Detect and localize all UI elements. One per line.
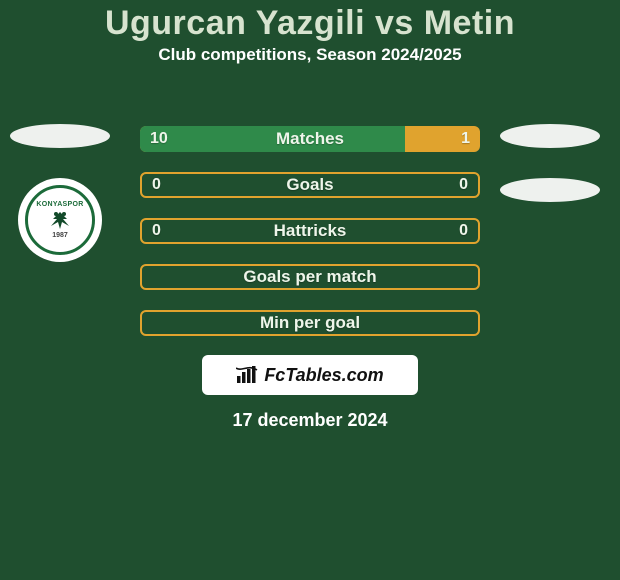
stat-label: Goals per match bbox=[142, 266, 478, 288]
stat-label: Goals bbox=[142, 174, 478, 196]
stat-row: Goals per match bbox=[140, 264, 480, 290]
club-year: 1987 bbox=[52, 232, 68, 239]
brand-badge: FcTables.com bbox=[202, 355, 418, 395]
subtitle: Club competitions, Season 2024/2025 bbox=[0, 45, 620, 65]
player-avatar-right bbox=[500, 124, 600, 148]
eagle-icon bbox=[43, 209, 77, 231]
stat-label: Hattricks bbox=[142, 220, 478, 242]
club-name: KONYASPOR bbox=[36, 201, 83, 208]
comparison-card: Ugurcan Yazgili vs Metin Club competitio… bbox=[0, 0, 620, 580]
stats-rows: Matches101Goals00Hattricks00Goals per ma… bbox=[140, 126, 480, 356]
player-avatar-left bbox=[10, 124, 110, 148]
club-badge-left: KONYASPOR 1987 bbox=[18, 178, 102, 262]
club-badge-inner: KONYASPOR 1987 bbox=[25, 185, 95, 255]
stat-row: Goals0 0 bbox=[140, 172, 480, 198]
stat-row: Hattricks0 0 bbox=[140, 218, 480, 244]
page-title: Ugurcan Yazgili vs Metin bbox=[0, 4, 620, 43]
club-placeholder-right bbox=[500, 178, 600, 202]
brand-text: FcTables.com bbox=[264, 365, 383, 386]
stat-row: Matches101 bbox=[140, 126, 480, 152]
date-label: 17 december 2024 bbox=[0, 410, 620, 431]
stat-label: Min per goal bbox=[142, 312, 478, 334]
stat-value-left: 0 bbox=[152, 174, 161, 196]
stat-row: Min per goal bbox=[140, 310, 480, 336]
bar-chart-icon bbox=[236, 366, 258, 384]
stat-bar-left bbox=[140, 126, 405, 152]
stat-value-right: 0 bbox=[459, 220, 468, 242]
stat-value-right: 1 bbox=[461, 126, 470, 152]
stat-value-left: 0 bbox=[152, 220, 161, 242]
stat-value-right: 0 bbox=[459, 174, 468, 196]
